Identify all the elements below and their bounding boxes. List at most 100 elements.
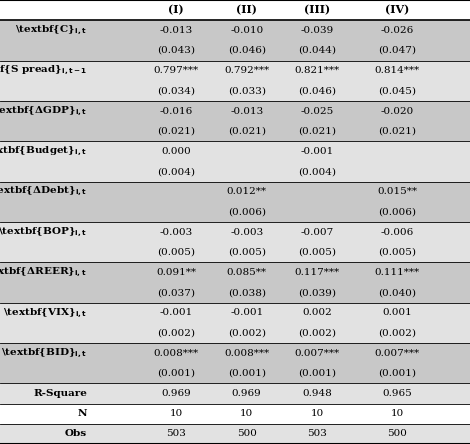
Text: (0.005): (0.005) [378,248,416,257]
Text: (0.001): (0.001) [157,369,195,378]
Text: (0.038): (0.038) [228,288,266,297]
Text: 0.969: 0.969 [232,389,262,398]
Text: \textbf{BID}$_{\mathbf{i,t}}$: \textbf{BID}$_{\mathbf{i,t}}$ [1,346,87,360]
Bar [0,162,470,182]
Bar [0,40,470,60]
Text: -0.010: -0.010 [230,26,263,35]
Bar [0,121,470,141]
Bar [0,323,470,343]
Text: (0.002): (0.002) [298,329,336,337]
Text: 0.015**: 0.015** [377,187,417,196]
Bar [0,363,470,384]
Text: (0.005): (0.005) [157,248,195,257]
Text: 503: 503 [166,429,186,438]
Text: (0.040): (0.040) [378,288,416,297]
Text: \textbf{BOP}$_{\mathbf{i,t}}$: \textbf{BOP}$_{\mathbf{i,t}}$ [0,226,87,239]
Text: \textbf{ΔDebt}$_{\mathbf{i,t}}$: \textbf{ΔDebt}$_{\mathbf{i,t}}$ [0,185,87,198]
Text: -0.025: -0.025 [301,107,334,115]
Text: 10: 10 [240,409,253,418]
Text: 0.814***: 0.814*** [375,66,420,75]
Text: (0.021): (0.021) [378,127,416,136]
Text: (0.021): (0.021) [157,127,195,136]
Text: 500: 500 [387,429,407,438]
Text: 503: 503 [307,429,327,438]
Bar [0,384,470,404]
Bar [0,81,470,101]
Text: 0.000: 0.000 [161,147,191,156]
Text: -0.013: -0.013 [160,26,193,35]
Text: 0.091**: 0.091** [156,268,196,277]
Text: -0.016: -0.016 [160,107,193,115]
Text: (I): (I) [168,4,184,16]
Text: -0.039: -0.039 [301,26,334,35]
Text: (0.002): (0.002) [378,329,416,337]
Bar [0,0,470,20]
Bar [0,282,470,303]
Text: 0.008***: 0.008*** [224,349,269,358]
Text: -0.001: -0.001 [301,147,334,156]
Text: (0.021): (0.021) [228,127,266,136]
Text: 10: 10 [391,409,404,418]
Text: N: N [78,409,87,418]
Text: (0.006): (0.006) [228,207,266,216]
Bar [0,262,470,282]
Text: (0.021): (0.021) [298,127,336,136]
Text: \textbf{C}$_{\mathbf{i,t}}$: \textbf{C}$_{\mathbf{i,t}}$ [16,24,87,37]
Text: 0.948: 0.948 [302,389,332,398]
Text: 0.002: 0.002 [302,308,332,317]
Text: 0.969: 0.969 [161,389,191,398]
Text: \textbf{Budget}$_{\mathbf{i,t}}$: \textbf{Budget}$_{\mathbf{i,t}}$ [0,145,87,158]
Text: (0.001): (0.001) [298,369,336,378]
Bar [0,404,470,424]
Text: \textbf{VIX}$_{\mathbf{i,t}}$: \textbf{VIX}$_{\mathbf{i,t}}$ [3,306,87,320]
Text: 0.008***: 0.008*** [154,349,199,358]
Text: \textbf{ΔGDP}$_{\mathbf{i,t}}$: \textbf{ΔGDP}$_{\mathbf{i,t}}$ [0,104,87,118]
Text: (0.033): (0.033) [228,86,266,95]
Text: (0.004): (0.004) [298,167,336,176]
Text: (IV): (IV) [385,4,409,16]
Text: -0.001: -0.001 [160,308,193,317]
Bar [0,222,470,242]
Text: -0.006: -0.006 [381,228,414,237]
Bar [0,20,470,40]
Text: (0.043): (0.043) [157,46,195,55]
Text: (0.005): (0.005) [228,248,266,257]
Text: (0.039): (0.039) [298,288,336,297]
Text: -0.007: -0.007 [301,228,334,237]
Bar [0,242,470,262]
Text: 0.012**: 0.012** [227,187,267,196]
Text: (0.047): (0.047) [378,46,416,55]
Text: -0.020: -0.020 [381,107,414,115]
Bar [0,424,470,444]
Text: 0.085**: 0.085** [227,268,267,277]
Text: (0.044): (0.044) [298,46,336,55]
Text: \textbf{ΔREER}$_{\mathbf{i,t}}$: \textbf{ΔREER}$_{\mathbf{i,t}}$ [0,266,87,279]
Text: (0.002): (0.002) [157,329,195,337]
Bar [0,101,470,121]
Text: -0.003: -0.003 [160,228,193,237]
Bar [0,141,470,162]
Text: 0.792***: 0.792*** [224,66,269,75]
Text: 10: 10 [170,409,183,418]
Bar [0,182,470,202]
Text: -0.026: -0.026 [381,26,414,35]
Text: 0.007***: 0.007*** [375,349,420,358]
Bar [0,202,470,222]
Text: (0.046): (0.046) [298,86,336,95]
Text: 10: 10 [311,409,324,418]
Text: (II): (II) [236,4,257,16]
Bar [0,60,470,81]
Text: R-Square: R-Square [33,389,87,398]
Text: 0.111***: 0.111*** [375,268,420,277]
Text: -0.013: -0.013 [230,107,263,115]
Text: (III): (III) [304,4,330,16]
Text: 0.797***: 0.797*** [154,66,199,75]
Text: 0.007***: 0.007*** [295,349,340,358]
Text: Obs: Obs [65,429,87,438]
Text: (0.045): (0.045) [378,86,416,95]
Text: (0.001): (0.001) [378,369,416,378]
Text: (0.034): (0.034) [157,86,195,95]
Text: (0.001): (0.001) [228,369,266,378]
Text: (0.002): (0.002) [228,329,266,337]
Text: 0.965: 0.965 [382,389,412,398]
